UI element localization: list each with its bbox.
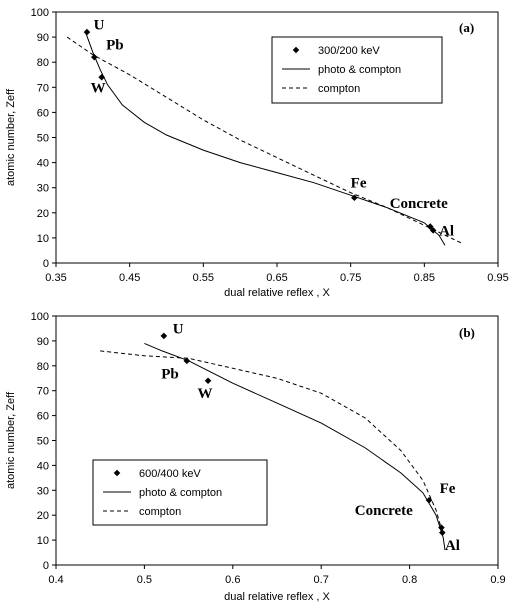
- x-tick-label: 0.65: [266, 272, 287, 284]
- legend-marker-icon: [113, 469, 121, 477]
- data-point: [160, 332, 168, 340]
- element-label: Al: [439, 223, 454, 239]
- legend-entry: photo & compton: [318, 64, 401, 76]
- legend: 600/400 keV photo & compton compton: [92, 459, 268, 526]
- panel-label: (b): [459, 325, 475, 340]
- legend-box: [271, 36, 443, 104]
- y-tick-label: 40: [37, 460, 49, 472]
- element-label: W: [91, 80, 106, 96]
- y-tick-label: 0: [43, 560, 49, 572]
- x-tick-label: 0.4: [48, 574, 63, 586]
- x-tick-label: 0.95: [487, 272, 508, 284]
- legend-entry: 300/200 keV: [318, 45, 380, 57]
- data-point: [83, 28, 91, 36]
- element-label: Fe: [440, 481, 456, 497]
- y-tick-label: 10: [37, 535, 49, 547]
- y-tick-label: 30: [37, 183, 49, 195]
- y-tick-label: 60: [37, 411, 49, 423]
- element-label: Fe: [351, 176, 367, 192]
- chart-panel-b: 0 10 20 30 40 50 60 70 80 90 100 0.4 0.5 0.6 0.7 0.8 0.9…: [5, 311, 506, 603]
- legend: 300/200 keV photo & compton compton: [271, 36, 443, 104]
- y-tick-label: 70: [37, 82, 49, 94]
- element-label: Al: [445, 538, 460, 554]
- x-tick-label: 0.35: [45, 272, 66, 284]
- element-label: U: [173, 321, 184, 337]
- y-tick-label: 20: [37, 510, 49, 522]
- data-point: [204, 377, 212, 385]
- data-point: [183, 357, 191, 365]
- legend-entry: compton: [139, 506, 181, 518]
- y-tick-label: 50: [37, 133, 49, 145]
- x-tick-label: 0.6: [225, 574, 240, 586]
- y-tick-label: 50: [37, 436, 49, 448]
- x-axis-title: dual relative reflex , X: [224, 591, 330, 603]
- y-tick-label: 80: [37, 361, 49, 373]
- y-tick-label: 40: [37, 158, 49, 170]
- x-tick-label: 0.55: [193, 272, 214, 284]
- x-axis-title: dual relative reflex , X: [224, 287, 330, 299]
- chart-panel-a: 0 10 20 30 40 50 60 70 80 90 100 0.35 0.45 0.55 0.65 0.…: [5, 7, 509, 299]
- x-tick-label: 0.8: [402, 574, 417, 586]
- y-tick-label: 10: [37, 233, 49, 245]
- photo-compton-curve: [85, 31, 446, 246]
- legend-entry: photo & compton: [139, 487, 222, 499]
- element-label: Concrete: [390, 196, 448, 212]
- x-tick-label: 0.85: [414, 272, 435, 284]
- x-tick-label: 0.45: [119, 272, 140, 284]
- y-tick-label: 30: [37, 485, 49, 497]
- y-tick-label: 90: [37, 32, 49, 44]
- data-point: [91, 53, 98, 61]
- y-tick-label: 20: [37, 208, 49, 220]
- data-point: [438, 524, 445, 531]
- legend-entry: compton: [318, 83, 360, 95]
- x-tick-label: 0.7: [314, 574, 329, 586]
- photo-compton-curve: [144, 342, 446, 551]
- compton-curve: [66, 36, 462, 244]
- y-axis-title: atomic number, Zeff: [5, 391, 17, 489]
- x-tick-label: 0.5: [137, 574, 152, 586]
- legend-marker-icon: [292, 46, 300, 54]
- data-point: [351, 194, 358, 202]
- y-tick-label: 60: [37, 107, 49, 119]
- y-tick-label: 80: [37, 57, 49, 69]
- y-axis-title: atomic number, Zeff: [5, 88, 17, 186]
- y-tick-label: 90: [37, 336, 49, 348]
- data-point: [439, 529, 446, 536]
- x-tick-label: 0.75: [340, 272, 361, 284]
- compton-curve: [100, 350, 444, 536]
- data-point: [426, 223, 434, 230]
- panel-label: (a): [459, 20, 474, 35]
- x-tick-label: 0.9: [490, 574, 505, 586]
- element-label: Pb: [106, 38, 124, 54]
- y-tick-label: 100: [31, 7, 49, 19]
- element-label: W: [197, 386, 212, 402]
- element-label: Pb: [161, 366, 179, 382]
- y-tick-label: 100: [31, 311, 49, 323]
- y-tick-label: 70: [37, 386, 49, 398]
- element-label: Concrete: [355, 503, 413, 519]
- legend-entry: 600/400 keV: [139, 468, 201, 480]
- y-tick-label: 0: [43, 258, 49, 270]
- element-label: U: [94, 18, 105, 34]
- data-point: [425, 496, 433, 504]
